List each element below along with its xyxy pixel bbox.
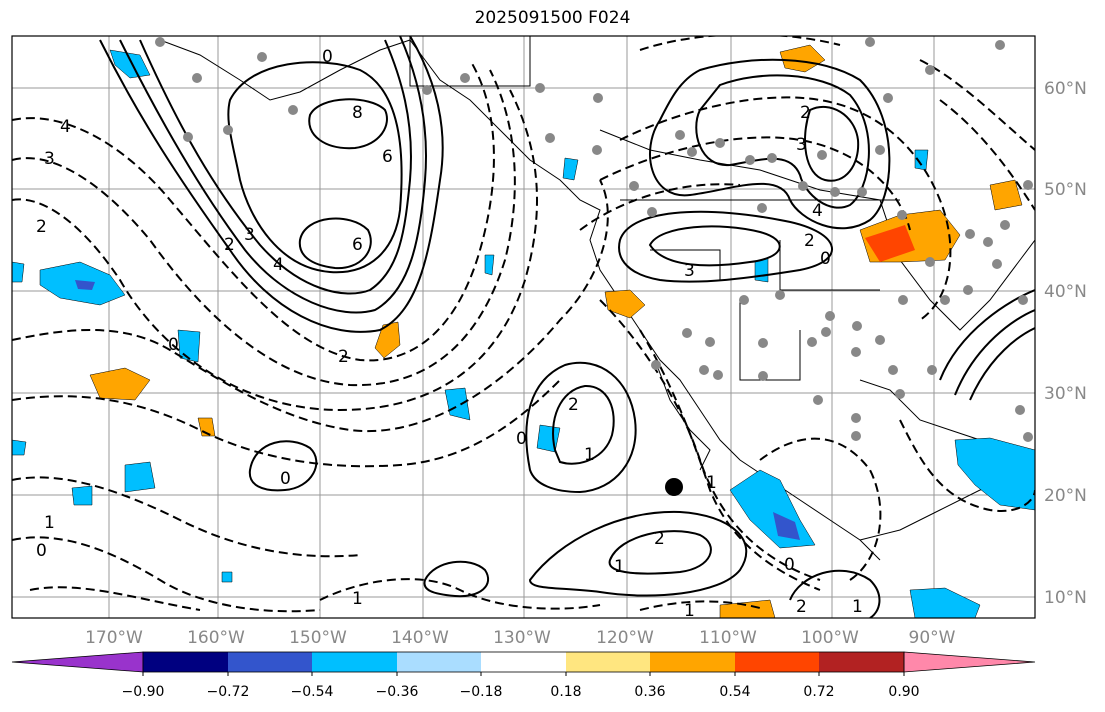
contour-label: 1 — [584, 445, 595, 465]
contour-label: 2 — [796, 597, 807, 617]
lon-tick: 170°W — [85, 628, 143, 648]
contour-label: 6 — [382, 147, 393, 167]
contour-label: 2 — [338, 347, 349, 367]
contour-label: 4 — [60, 117, 71, 137]
lon-tick: 150°W — [289, 628, 347, 648]
colorbar-extend-high — [903, 651, 1036, 673]
lon-tick: 90°W — [909, 628, 956, 648]
contour-label: 1 — [684, 601, 695, 621]
negative-contours — [12, 36, 1035, 613]
colorbar-segment — [735, 652, 819, 672]
contour-label: 0 — [820, 249, 831, 269]
lon-tick: 130°W — [493, 628, 551, 648]
colorbar-segment — [228, 652, 312, 672]
colorbar-segment — [566, 652, 650, 672]
contour-label: 1 — [352, 589, 363, 609]
colorbar-tick: 0.72 — [803, 684, 834, 700]
colorbar-tick: −0.72 — [207, 684, 250, 700]
contour-label: 0 — [322, 47, 333, 67]
anomaly-shading — [12, 44, 1035, 618]
lon-tick: 160°W — [187, 628, 245, 648]
contour-label: 4 — [273, 255, 284, 275]
contour-label: 3 — [684, 261, 695, 281]
contour-label: 2 — [800, 103, 811, 123]
colorbar-segment — [143, 652, 228, 672]
lat-tick: 50°N — [1044, 180, 1087, 200]
colorbar-tick: 0.18 — [550, 684, 581, 700]
colorbar-segment — [481, 652, 566, 672]
contour-label: 6 — [352, 235, 363, 255]
colorbar-tick: −0.36 — [376, 684, 419, 700]
contour-label: 4 — [812, 201, 823, 221]
contour-label: 2 — [36, 217, 47, 237]
longitude-ticks: 170°W 160°W 150°W 140°W 130°W 120°W 110°… — [85, 628, 956, 648]
colorbar-tick: −0.54 — [291, 684, 334, 700]
station-markers — [155, 37, 1033, 442]
lon-tick: 120°W — [596, 628, 654, 648]
contour-label: 0 — [784, 555, 795, 575]
contour-label: 3 — [44, 149, 55, 169]
contour-label: 2 — [804, 231, 815, 251]
colorbar-segment — [650, 652, 735, 672]
colorbar-tick: −0.18 — [460, 684, 503, 700]
map-frame — [11, 35, 1036, 619]
contour-label: 1 — [852, 597, 863, 617]
colorbar-segment — [819, 652, 904, 672]
colorbar-ticks: −0.90 −0.72 −0.54 −0.36 −0.18 0.18 0.36 … — [122, 684, 920, 700]
colorbar-frame — [142, 651, 905, 673]
lon-tick: 100°W — [801, 628, 859, 648]
latitude-ticks: 60°N 50°N 40°N 30°N 20°N 10°N — [1044, 79, 1087, 608]
contour-label: 2 — [654, 529, 665, 549]
colorbar-segment — [312, 652, 397, 672]
colorbar-extend-low — [11, 651, 144, 673]
contour-label: 0 — [516, 429, 527, 449]
map-title: 2025091500 F024 — [474, 8, 631, 28]
positive-contours — [99, 36, 1035, 618]
colorbar-tick: 0.54 — [719, 684, 750, 700]
contour-label: 0 — [280, 469, 291, 489]
contour-label: 3 — [796, 135, 807, 155]
colorbar-tick: 0.36 — [634, 684, 665, 700]
lat-tick: 30°N — [1044, 384, 1087, 404]
contour-label: 1 — [706, 473, 717, 493]
colorbar-tick: −0.90 — [122, 684, 165, 700]
lat-tick: 40°N — [1044, 282, 1087, 302]
colorbar-segment — [397, 652, 481, 672]
contour-label: 2 — [224, 235, 235, 255]
lon-tick: 110°W — [699, 628, 757, 648]
contour-label: 1 — [44, 513, 55, 533]
contour-label: 3 — [244, 225, 255, 245]
contour-label: 1 — [614, 557, 625, 577]
lat-tick: 10°N — [1044, 588, 1087, 608]
contour-label: 0 — [168, 335, 179, 355]
contour-label: 8 — [352, 103, 363, 123]
lon-tick: 140°W — [391, 628, 449, 648]
colorbar-tick: 0.90 — [888, 684, 919, 700]
contour-label: 2 — [568, 395, 579, 415]
contour-labels: 0 8 6 6 4 3 2 2 0 4 3 2 1 0 2 1 0 2 1 0 … — [36, 47, 863, 621]
lat-tick: 20°N — [1044, 486, 1087, 506]
storm-marker — [665, 478, 683, 496]
contour-label: 0 — [36, 541, 47, 561]
colorbar — [11, 651, 1036, 676]
lat-tick: 60°N — [1044, 79, 1087, 99]
